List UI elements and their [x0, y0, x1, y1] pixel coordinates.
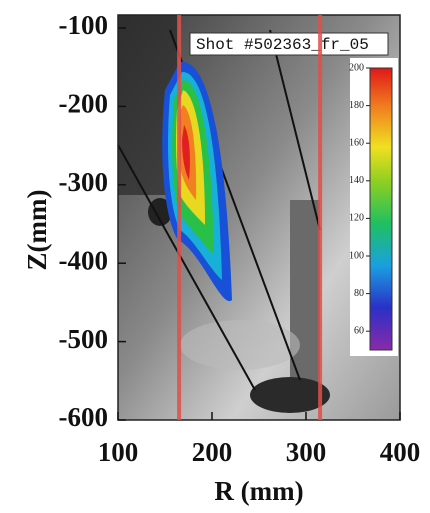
y-tick-label: -100: [59, 10, 109, 40]
plot-frame: [117, 14, 401, 421]
colorbar-tick-label: 160: [349, 137, 364, 148]
colorbar-tick-label: 180: [349, 100, 364, 111]
colorbar-tick-label: 120: [349, 213, 364, 224]
y-tick-label: -600: [59, 402, 109, 432]
colorbar-tick-label: 200: [349, 62, 364, 73]
title-box: [189, 32, 389, 56]
colorbar-tick-label: 80: [354, 288, 364, 299]
y-axis-label: Z(mm): [22, 190, 52, 271]
x-tick-label: 200: [192, 437, 233, 467]
y-tick-label: -200: [59, 89, 109, 119]
x-axis-label: R (mm): [214, 476, 303, 506]
colorbar-tick-label: 100: [349, 250, 364, 261]
x-tick-label: 400: [380, 437, 421, 467]
x-tick-label: 100: [98, 437, 139, 467]
colorbar-tick-label: 140: [349, 175, 364, 186]
colorbar: [369, 67, 393, 351]
x-tick-label: 300: [286, 437, 327, 467]
y-tick-label: -500: [59, 324, 109, 354]
y-tick-label: -300: [59, 167, 109, 197]
chart-title: Shot #502363_fr_05: [196, 36, 369, 54]
y-tick-label: -400: [59, 245, 109, 275]
colorbar-tick-label: 60: [354, 325, 364, 336]
